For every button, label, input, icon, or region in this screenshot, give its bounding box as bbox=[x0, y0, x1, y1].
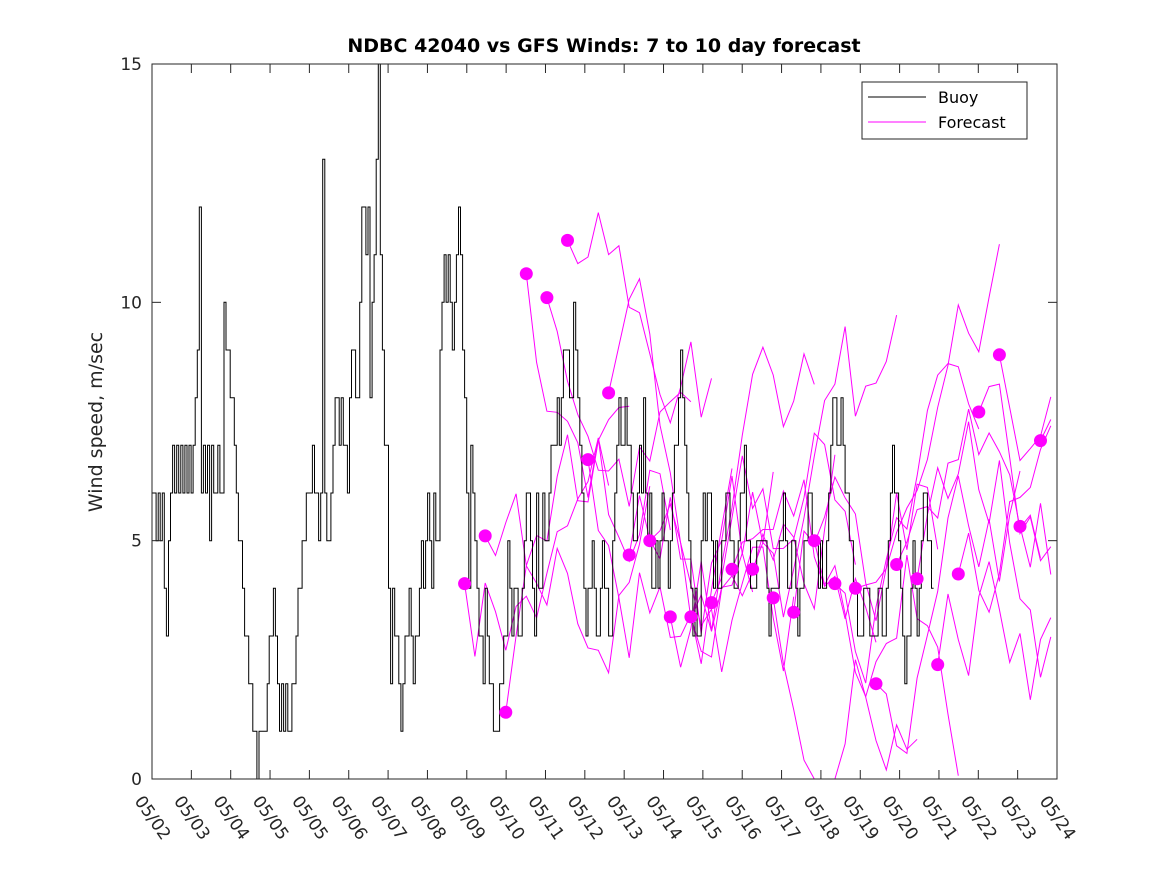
forecast-trace bbox=[916, 421, 1052, 678]
forecast-trace bbox=[998, 354, 1052, 462]
forecast-marker bbox=[540, 291, 554, 305]
forecast-trace bbox=[567, 212, 712, 425]
legend-box bbox=[861, 81, 1028, 140]
x-tick-label: 05/07 bbox=[366, 792, 410, 844]
x-tick-label: 05/06 bbox=[327, 792, 371, 844]
forecast-marker bbox=[1013, 519, 1027, 533]
forecast-marker bbox=[622, 548, 636, 562]
x-tick-label: 05/19 bbox=[838, 792, 882, 844]
forecast-trace bbox=[937, 561, 1052, 700]
x-tick-label: 05/04 bbox=[209, 792, 253, 844]
x-tick-label: 05/15 bbox=[681, 792, 725, 844]
x-tick-label: 05/03 bbox=[169, 792, 213, 844]
forecast-trace bbox=[875, 470, 1021, 755]
forecast-trace bbox=[772, 597, 918, 780]
forecast-trace bbox=[669, 345, 815, 668]
forecast-trace bbox=[484, 405, 630, 566]
forecast-trace bbox=[546, 297, 692, 507]
x-tick-label: 05/12 bbox=[563, 792, 607, 844]
plot-area bbox=[152, 63, 1052, 780]
y-tick-label: 15 bbox=[120, 55, 142, 75]
y-axis: 0 5 10 15 bbox=[120, 55, 1057, 790]
forecast-marker bbox=[828, 577, 842, 591]
y-axis-label: Wind speed, m/sec bbox=[85, 332, 107, 512]
forecast-marker bbox=[890, 558, 904, 571]
forecast-marker bbox=[931, 658, 945, 672]
forecast-marker bbox=[581, 453, 595, 467]
x-tick-label: 05/02 bbox=[130, 792, 174, 844]
forecast-marker bbox=[519, 267, 533, 281]
x-tick-label: 05/16 bbox=[720, 792, 764, 844]
forecast-marker bbox=[807, 534, 821, 548]
x-tick-label: 05/10 bbox=[484, 792, 528, 844]
forecast-marker bbox=[643, 534, 657, 548]
forecast-marker bbox=[766, 591, 780, 605]
forecast-trace bbox=[1019, 503, 1052, 575]
x-tick-label: 05/20 bbox=[878, 792, 922, 844]
forecast-marker bbox=[663, 610, 677, 624]
legend: Buoy Forecast bbox=[861, 81, 1028, 140]
x-tick-label: 05/09 bbox=[445, 792, 489, 844]
legend-buoy-label: Buoy bbox=[938, 88, 978, 107]
x-tick-label: 05/22 bbox=[956, 792, 1000, 844]
axes-box bbox=[151, 63, 1058, 780]
x-tick-label: 05/24 bbox=[1035, 792, 1079, 844]
x-tick-label: 05/13 bbox=[602, 792, 646, 844]
y-tick-label: 5 bbox=[131, 532, 142, 552]
forecast-marker bbox=[992, 348, 1006, 362]
forecast-marker bbox=[458, 577, 472, 591]
forecast-marker bbox=[951, 567, 965, 581]
legend-forecast-label: Forecast bbox=[938, 113, 1006, 132]
forecast-marker bbox=[869, 677, 883, 691]
forecast-marker bbox=[602, 386, 616, 400]
forecast-marker bbox=[684, 610, 698, 624]
forecast-trace bbox=[711, 432, 856, 603]
forecast-marker bbox=[1034, 434, 1047, 448]
x-tick-label: 05/08 bbox=[405, 792, 449, 844]
forecast-trace bbox=[978, 383, 1052, 562]
forecast-marker bbox=[848, 581, 862, 595]
x-tick-label: 05/05 bbox=[287, 792, 331, 844]
x-tick-label: 05/05 bbox=[248, 792, 292, 844]
forecast-marker bbox=[478, 529, 492, 543]
x-tick-label: 05/21 bbox=[917, 792, 961, 844]
chart-title: NDBC 42040 vs GFS Winds: 7 to 10 day for… bbox=[347, 35, 860, 57]
forecast-marker bbox=[910, 572, 924, 586]
forecast-marker bbox=[972, 405, 986, 419]
x-tick-label: 05/11 bbox=[523, 792, 567, 844]
x-tick-label: 05/23 bbox=[996, 792, 1040, 844]
forecast-trace bbox=[690, 454, 836, 658]
forecast-trace bbox=[525, 273, 671, 563]
buoy-line bbox=[152, 63, 934, 780]
forecast-trace bbox=[957, 425, 1052, 614]
forecast-marker bbox=[787, 605, 801, 619]
x-tick-label: 05/14 bbox=[641, 792, 685, 844]
forecast-trace bbox=[752, 314, 898, 618]
forecast-marker bbox=[746, 562, 760, 576]
forecast-trace bbox=[855, 244, 1000, 589]
x-axis: 05/0205/0305/0405/0505/0505/0605/0705/08… bbox=[130, 64, 1079, 844]
x-tick-label: 05/18 bbox=[799, 792, 843, 844]
x-tick-label: 05/17 bbox=[759, 792, 803, 844]
forecast-trace bbox=[505, 486, 651, 713]
forecast-marker bbox=[499, 705, 513, 719]
forecast-trace bbox=[793, 475, 939, 621]
y-tick-label: 0 bbox=[131, 770, 142, 790]
forecast-trace bbox=[834, 363, 980, 684]
forecast-marker bbox=[561, 233, 574, 247]
forecast-marker bbox=[725, 562, 739, 576]
y-tick-label: 10 bbox=[120, 293, 142, 313]
forecast-marker bbox=[705, 596, 718, 610]
